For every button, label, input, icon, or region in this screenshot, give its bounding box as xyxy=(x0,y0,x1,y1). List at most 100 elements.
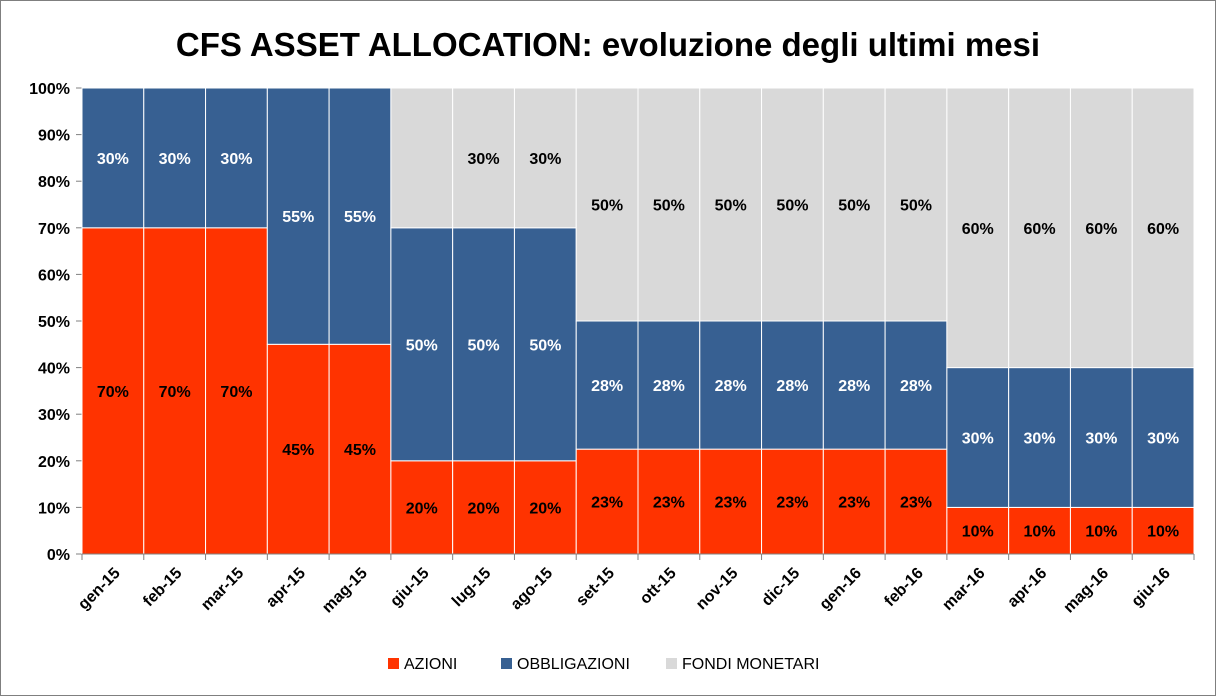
y-tick-label: 10% xyxy=(38,500,70,517)
legend-label: OBBLIGAZIONI xyxy=(517,656,630,673)
y-tick-label: 60% xyxy=(38,267,70,284)
data-label: 30% xyxy=(468,151,500,168)
y-tick-label: 70% xyxy=(38,221,70,238)
bar-fondi-monetari xyxy=(1131,87,1195,369)
bar-obbligazioni xyxy=(1069,367,1133,508)
x-tick-label: gen-16 xyxy=(817,565,866,614)
x-tick-label: lug-15 xyxy=(449,565,494,610)
data-label: 60% xyxy=(962,221,994,238)
data-label: 50% xyxy=(715,198,747,215)
data-label: 30% xyxy=(1085,431,1117,448)
data-label: 28% xyxy=(715,378,747,395)
x-tick-label: mar-15 xyxy=(198,565,247,614)
data-label: 50% xyxy=(406,337,438,354)
data-label: 50% xyxy=(529,337,561,354)
data-label: 30% xyxy=(97,151,129,168)
data-label: 10% xyxy=(1085,524,1117,541)
data-label: 60% xyxy=(1147,221,1179,238)
y-tick-label: 50% xyxy=(38,314,70,331)
data-label: 55% xyxy=(282,209,314,226)
legend-label: FONDI MONETARI xyxy=(682,656,819,673)
bar-azioni xyxy=(761,448,824,555)
bar-azioni xyxy=(205,227,268,555)
data-label: 20% xyxy=(529,500,561,517)
legend-swatch-obbligazioni xyxy=(501,658,512,669)
y-tick-label: 0% xyxy=(47,547,70,564)
bar-obbligazioni xyxy=(699,320,763,450)
data-label: 70% xyxy=(220,384,252,401)
x-tick-label: giu-15 xyxy=(387,565,432,610)
y-tick-label: 30% xyxy=(38,407,70,424)
data-label: 30% xyxy=(1024,431,1056,448)
data-label: 55% xyxy=(344,209,376,226)
bar-azioni xyxy=(266,343,330,555)
x-tick-label: mar-16 xyxy=(939,565,988,614)
data-label: 50% xyxy=(468,337,500,354)
bar-obbligazioni xyxy=(328,87,392,345)
data-labels-group: 70% 30% 70% 30% 70% 30% 45% 55% 45% 55% 20% 50% 20% 5… xyxy=(97,151,1179,541)
data-label: 45% xyxy=(344,442,376,459)
bar-fondi-monetari xyxy=(390,87,454,229)
bar-obbligazioni xyxy=(575,320,639,450)
bar-fondi-monetari xyxy=(575,87,639,322)
bar-azioni xyxy=(575,448,639,555)
legend-label: AZIONI xyxy=(404,656,457,673)
x-tick-label: mag-15 xyxy=(319,565,371,617)
bar-fondi-monetari xyxy=(452,87,515,229)
bar-azioni xyxy=(822,448,886,555)
bar-fondi-monetari xyxy=(946,87,1010,369)
data-label: 28% xyxy=(900,378,932,395)
y-tick-label: 40% xyxy=(38,361,70,378)
bar-obbligazioni xyxy=(1131,367,1195,508)
y-tick-label: 80% xyxy=(38,174,70,191)
data-label: 23% xyxy=(900,495,932,512)
data-label: 50% xyxy=(653,198,685,215)
bar-obbligazioni xyxy=(946,367,1010,508)
data-label: 60% xyxy=(1085,221,1117,238)
y-tick-label: 20% xyxy=(38,454,70,471)
bar-obbligazioni xyxy=(143,87,207,229)
x-tick-label: feb-16 xyxy=(881,565,926,610)
bar-obbligazioni xyxy=(452,227,515,462)
bar-azioni xyxy=(81,227,145,555)
bar-fondi-monetari xyxy=(884,87,948,322)
data-label: 30% xyxy=(529,151,561,168)
bar-obbligazioni xyxy=(390,227,454,462)
y-axis: 0% 10% 20% 30% 40% 50% 60% 70% 80% 90% 100% xyxy=(29,81,83,564)
data-label: 10% xyxy=(962,524,994,541)
data-label: 30% xyxy=(159,151,191,168)
bar-fondi-monetari xyxy=(761,87,824,322)
bar-azioni xyxy=(513,460,577,555)
data-label: 70% xyxy=(159,384,191,401)
data-label: 28% xyxy=(838,378,870,395)
bar-azioni xyxy=(390,460,454,555)
data-label: 70% xyxy=(97,384,129,401)
legend-swatch-azioni xyxy=(388,658,399,669)
bar-obbligazioni xyxy=(81,87,145,229)
bar-obbligazioni xyxy=(1008,367,1071,508)
bar-azioni xyxy=(1008,506,1071,555)
y-tick-label: 90% xyxy=(38,128,70,145)
x-tick-label: ago-15 xyxy=(508,565,557,614)
data-label: 50% xyxy=(776,198,808,215)
data-label: 30% xyxy=(220,151,252,168)
data-label: 28% xyxy=(653,378,685,395)
x-tick-label: apr-16 xyxy=(1004,565,1050,611)
bar-obbligazioni xyxy=(761,320,824,450)
x-tick-label: mag-16 xyxy=(1061,565,1113,617)
data-label: 10% xyxy=(1024,524,1056,541)
data-label: 20% xyxy=(406,500,438,517)
legend-swatch-fondi-monetari xyxy=(666,658,677,669)
data-label: 23% xyxy=(838,495,870,512)
legend: AZIONI OBBLIGAZIONI FONDI MONETARI xyxy=(388,656,819,673)
data-label: 28% xyxy=(591,378,623,395)
data-label: 23% xyxy=(653,495,685,512)
data-label: 28% xyxy=(776,378,808,395)
x-tick-label: gen-15 xyxy=(75,565,124,614)
data-label: 10% xyxy=(1147,524,1179,541)
bar-obbligazioni xyxy=(884,320,948,450)
bars-group xyxy=(81,87,1195,555)
data-label: 60% xyxy=(1024,221,1056,238)
